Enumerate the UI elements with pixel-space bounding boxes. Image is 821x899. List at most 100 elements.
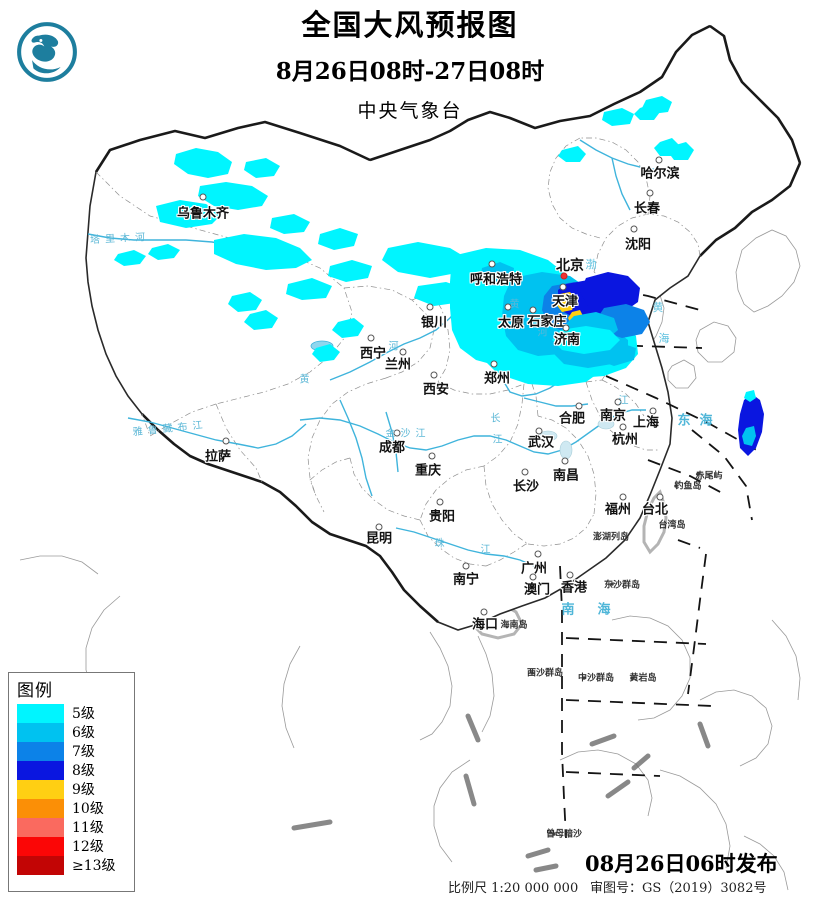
maritime-boundary	[559, 285, 761, 839]
legend-row: 7级	[17, 742, 134, 761]
city-marker-icon	[561, 457, 569, 465]
city-marker-icon	[562, 324, 570, 332]
city-label: 昆明	[365, 531, 393, 547]
legend-rows: 5级 6级 7级 8级 9级 10级 11级 12级 ≥13级	[17, 704, 134, 875]
city-label: 长沙	[512, 479, 540, 495]
city-marker-icon	[535, 427, 543, 435]
legend-row: 9级	[17, 780, 134, 799]
legend-label: 6级	[72, 724, 95, 741]
sea-label: 东	[677, 413, 697, 429]
legend-label: 7级	[72, 743, 95, 760]
island-label: 钓鱼岛	[674, 481, 702, 492]
river-label: 江	[492, 434, 508, 446]
city-marker-icon	[504, 303, 512, 311]
legend-row: 6级	[17, 723, 134, 742]
city-label: 拉萨	[204, 449, 232, 465]
island-label: 台湾岛	[658, 520, 686, 531]
river-label: 黄	[299, 374, 315, 386]
sea-label: 海	[658, 332, 672, 345]
legend-row: 12级	[17, 837, 134, 856]
city-label: 呼和浩特	[469, 272, 523, 288]
river-label: 江	[480, 544, 496, 556]
legend-color-swatch	[17, 799, 64, 818]
legend-panel: 图例 5级 6级 7级 8级 9级 10级 11级 12级 ≥13级	[8, 672, 135, 892]
city-label: 合肥	[558, 411, 586, 427]
city-marker-icon	[619, 493, 627, 501]
river-label: 珠	[434, 538, 450, 550]
city-marker-icon	[630, 225, 638, 233]
legend-label: 9级	[72, 781, 95, 798]
city-marker-icon	[529, 306, 537, 314]
city-marker-icon	[375, 523, 383, 531]
city-label: 贵阳	[428, 509, 456, 525]
city-marker-icon	[534, 550, 542, 558]
legend-label: 11级	[72, 819, 104, 836]
legend-color-swatch	[17, 818, 64, 837]
city-label: 长春	[633, 201, 661, 217]
legend-row: ≥13级	[17, 856, 134, 875]
city-label: 银川	[420, 315, 448, 331]
city-label: 天津	[551, 294, 579, 310]
legend-row: 5级	[17, 704, 134, 723]
island-label: 澎湖列岛	[592, 532, 630, 543]
wind-shading-offshore	[552, 272, 764, 456]
island-label: 东沙群岛	[603, 580, 641, 591]
map-review-number: 审图号：GS（2019）3082号	[590, 881, 767, 896]
city-marker-icon	[490, 360, 498, 368]
island-label: 中沙群岛	[577, 673, 615, 684]
wind-area-level5-east-china-sea	[744, 390, 756, 402]
land-border-emphasis	[94, 24, 802, 623]
legend-row: 11级	[17, 818, 134, 837]
island-label: 曾母暗沙	[545, 829, 583, 840]
river-label: 黄	[509, 299, 525, 311]
city-label: 哈尔滨	[640, 166, 680, 182]
sea-label: 黄	[652, 301, 666, 314]
city-marker-icon	[367, 334, 375, 342]
issuing-organization: 中央气象台	[357, 99, 463, 122]
legend-label: 10级	[72, 800, 104, 817]
issue-time: 08月26日06时发布	[585, 851, 778, 876]
title-block: 全国大风预报图 8月26日08时-27日08时 中央气象台	[235, 8, 585, 123]
city-label: 南宁	[452, 572, 480, 588]
legend-color-swatch	[17, 723, 64, 742]
legend-color-swatch	[17, 704, 64, 723]
city-label: 太原	[497, 315, 525, 331]
city-label: 海口	[471, 617, 499, 633]
city-marker-icon	[575, 402, 583, 410]
legend-label: 12级	[72, 838, 104, 855]
river-label: 长	[490, 413, 506, 425]
city-marker-icon	[656, 493, 664, 501]
city-label: 济南	[553, 332, 581, 348]
city-label: 香港	[560, 580, 588, 596]
city-marker-icon	[399, 348, 407, 356]
city-marker-icon	[480, 608, 488, 616]
legend-label: ≥13级	[72, 857, 116, 874]
south-sea-island-marks	[291, 713, 711, 873]
city-label: 广州	[520, 561, 548, 577]
city-marker-icon	[436, 498, 444, 506]
city-label: 兰州	[384, 357, 412, 373]
river-label: 河	[537, 327, 553, 339]
city-label: 台北	[641, 502, 669, 518]
legend-color-swatch	[17, 761, 64, 780]
city-marker-icon	[488, 260, 496, 268]
river-label: 金沙江	[385, 428, 431, 440]
city-marker-icon	[619, 423, 627, 431]
city-marker-icon	[430, 371, 438, 379]
city-label: 福州	[604, 502, 632, 518]
city-label: 乌鲁木齐	[176, 206, 230, 222]
legend-row: 8级	[17, 761, 134, 780]
island-label: 黄岩岛	[629, 673, 657, 684]
city-label: 北京	[556, 258, 584, 274]
city-marker-icon	[428, 452, 436, 460]
city-marker-icon	[559, 283, 567, 291]
wind-area-level6-east-china-sea	[742, 426, 756, 446]
wind-area-level5-bohai-sea	[552, 326, 620, 354]
river-label: 塔里木河	[89, 231, 151, 247]
cma-dragon-logo-icon	[17, 22, 77, 82]
neighbour-coastlines	[19, 229, 801, 891]
forecast-period: 8月26日08时-27日08时	[275, 57, 545, 85]
sea-label: 海	[699, 413, 719, 429]
city-label: 重庆	[414, 463, 442, 479]
